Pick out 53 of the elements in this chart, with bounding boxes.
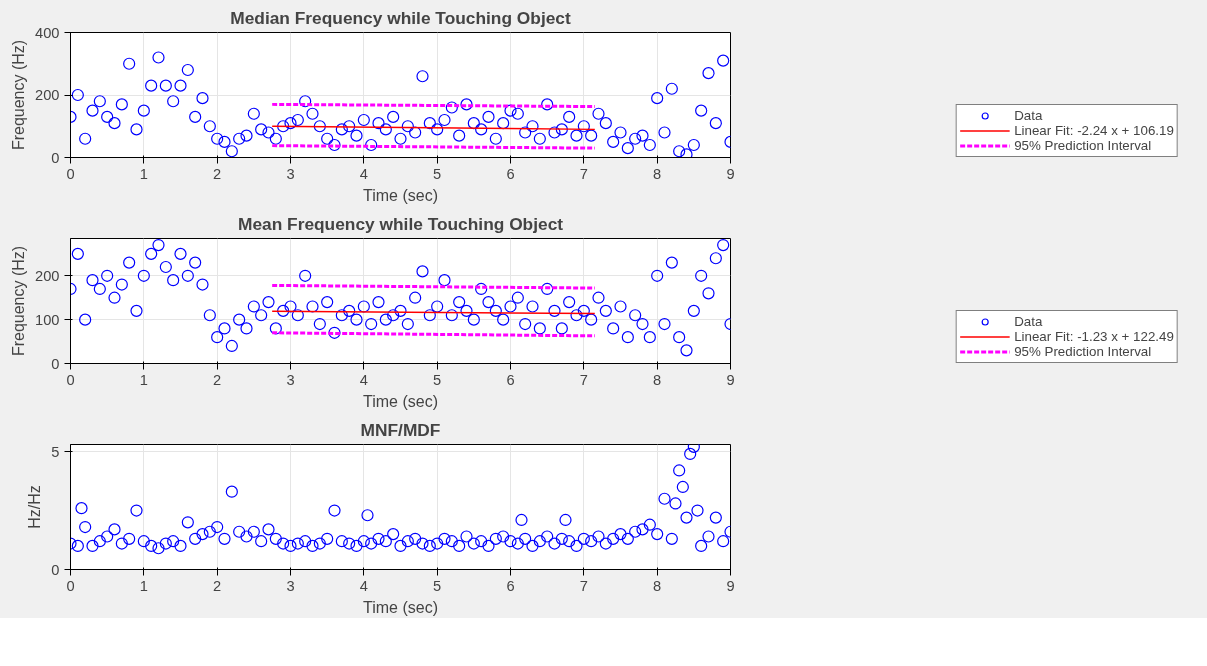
x-tick-label: 7 [579, 371, 588, 388]
legend-label: Linear Fit: -1.23 x + 122.49 [1014, 329, 1174, 344]
x-axis-title: Time (sec) [363, 186, 438, 204]
x-tick-label: 8 [653, 577, 662, 594]
legend-label: Data [1014, 314, 1043, 329]
legend-label: 95% Prediction Interval [1014, 344, 1152, 359]
x-tick-label: 1 [139, 577, 148, 594]
x-tick-label: 5 [433, 371, 442, 388]
x-tick-label: 5 [433, 577, 442, 594]
x-tick-label: 4 [359, 577, 368, 594]
y-tick-label: 100 [35, 311, 60, 328]
x-axis-title: Time (sec) [363, 598, 438, 616]
x-tick-label: 6 [506, 577, 515, 594]
y-tick-label: 0 [51, 149, 60, 166]
x-tick-label: 7 [579, 165, 588, 182]
x-tick-label: 1 [139, 165, 148, 182]
y-tick-label: 5 [51, 443, 60, 460]
y-tick-label: 0 [51, 561, 60, 578]
x-tick-label: 9 [726, 165, 735, 182]
x-tick-label: 4 [359, 371, 368, 388]
x-tick-label: 0 [66, 165, 75, 182]
legend-label: Data [1014, 108, 1043, 123]
legend-label: 95% Prediction Interval [1014, 138, 1152, 153]
x-tick-label: 9 [726, 577, 735, 594]
x-tick-label: 6 [506, 165, 515, 182]
chart-title: MNF/MDF [360, 419, 441, 440]
x-tick-label: 2 [213, 577, 222, 594]
x-axis-title: Time (sec) [363, 392, 438, 410]
x-tick-label: 1 [139, 371, 148, 388]
x-tick-label: 8 [653, 371, 662, 388]
y-tick-label: 200 [35, 87, 60, 103]
x-tick-label: 9 [726, 371, 735, 388]
legend-label: Linear Fit: -2.24 x + 106.19 [1014, 123, 1174, 138]
x-tick-label: 2 [213, 165, 222, 182]
x-tick-label: 0 [66, 371, 75, 388]
y-axis-title: Frequency (Hz) [10, 245, 28, 357]
x-tick-label: 2 [213, 371, 222, 388]
y-tick-label: 200 [35, 267, 60, 284]
x-tick-label: 3 [286, 165, 295, 182]
y-tick-label: 400 [35, 24, 60, 41]
y-tick-label: 0 [51, 355, 60, 372]
chart-title: Median Frequency while Touching Object [230, 7, 571, 28]
x-tick-label: 6 [506, 371, 515, 388]
y-axis-title: Frequency (Hz) [10, 39, 28, 151]
x-tick-label: 8 [653, 165, 662, 182]
x-tick-label: 0 [66, 577, 75, 594]
chart-title: Mean Frequency while Touching Object [237, 213, 564, 234]
y-axis-title: Hz/Hz [26, 485, 44, 529]
x-tick-label: 7 [579, 577, 588, 594]
x-tick-label: 3 [286, 577, 295, 594]
x-tick-label: 5 [433, 165, 442, 182]
x-tick-label: 4 [359, 165, 368, 182]
x-tick-label: 3 [286, 371, 295, 388]
